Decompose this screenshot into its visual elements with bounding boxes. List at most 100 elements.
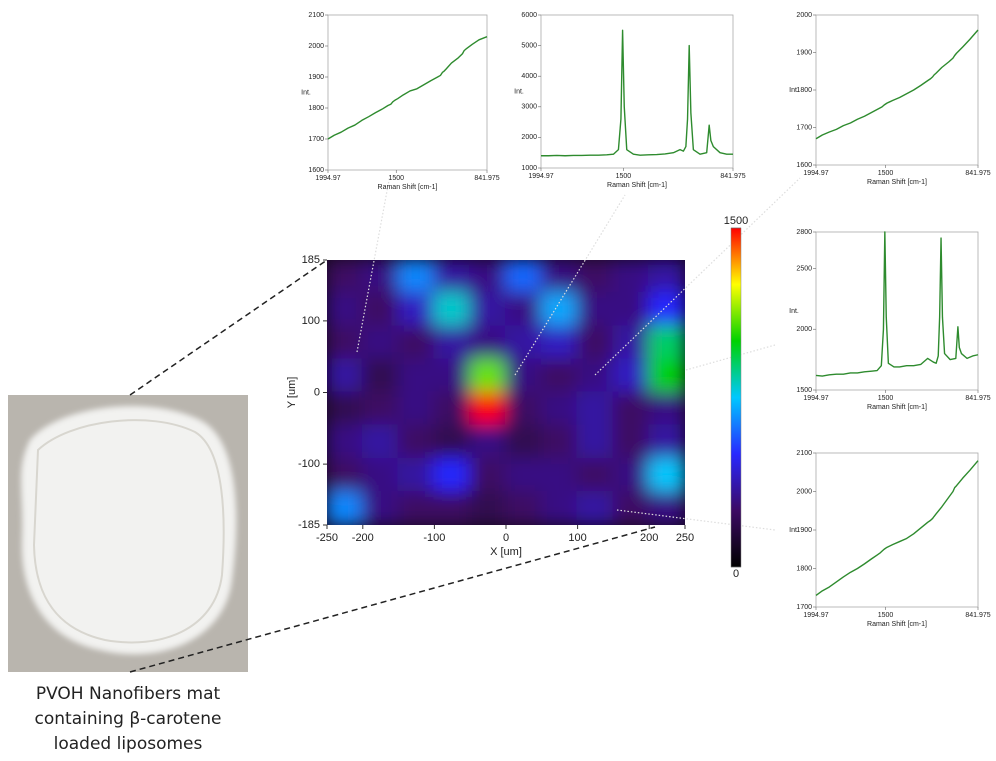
heatmap-cell [398, 491, 436, 526]
x-axis-label: X [um] [490, 546, 522, 558]
colorbar [731, 228, 741, 567]
heatmap-cell [612, 326, 650, 361]
heatmap-cell [362, 391, 400, 426]
x-tick-label: 1994.97 [803, 170, 828, 177]
heatmap-cell [326, 458, 364, 493]
heatmap-cell [577, 424, 615, 459]
heatmap-cells [326, 259, 686, 526]
heatmap-cell [612, 292, 650, 327]
plot-frame [541, 15, 733, 168]
heatmap-cell [505, 424, 543, 459]
colorbar-tick-label: 1500 [724, 215, 748, 227]
heatmap-cell [326, 292, 364, 327]
y-axis-label: Int. [789, 87, 799, 94]
y-tick-label: 5000 [521, 42, 537, 49]
caption-line: loaded liposomes [54, 734, 203, 754]
heatmap-cell [326, 391, 364, 426]
heatmap-cell [612, 259, 650, 294]
heatmap-cell [648, 424, 686, 459]
heatmap-cell [398, 259, 436, 294]
y-tick-label: 2100 [308, 12, 324, 19]
x-tick-label: 1500 [878, 612, 894, 619]
heatmap-cell [612, 391, 650, 426]
heatmap-cell [505, 259, 543, 294]
plot-frame [816, 15, 978, 165]
y-axis-label: Int. [301, 89, 311, 96]
x-axis-label: Raman Shift [cm-1] [607, 182, 667, 189]
heatmap-cell [326, 491, 364, 526]
x-axis-label: Raman Shift [cm-1] [378, 184, 438, 191]
x-tick-label: 0 [503, 532, 509, 544]
heatmap-cell [648, 326, 686, 361]
x-tick-label: 1500 [388, 175, 404, 182]
heatmap-cell [433, 326, 471, 361]
heatmap-cell [362, 491, 400, 526]
y-tick-label: 2000 [796, 488, 812, 495]
y-tick-label: 2500 [796, 265, 812, 272]
heatmap-cell [362, 424, 400, 459]
heatmap-cell [433, 458, 471, 493]
heatmap-cell [612, 358, 650, 393]
heatmap-cell [433, 358, 471, 393]
y-tick-label: 1600 [308, 167, 324, 174]
x-tick-label: -200 [352, 532, 374, 544]
x-tick-label: 100 [568, 532, 586, 544]
x-tick-label: 1994.97 [803, 395, 828, 402]
heatmap-cell [469, 358, 507, 393]
heatmap-cell [433, 491, 471, 526]
heatmap-cell [541, 358, 579, 393]
y-tick-label: 2000 [796, 326, 812, 333]
y-tick-label: 1600 [796, 162, 812, 169]
heatmap-cell [612, 491, 650, 526]
colorbar-tick-label: 0 [733, 568, 739, 580]
heatmap-cell [362, 259, 400, 294]
heatmap-cell [362, 358, 400, 393]
y-tick-label: -100 [298, 458, 320, 470]
heatmap-cell [541, 259, 579, 294]
y-tick-label: 1000 [521, 165, 537, 172]
x-tick-label: 1994.97 [803, 612, 828, 619]
y-tick-label: 100 [302, 315, 320, 327]
heatmap-cell [469, 326, 507, 361]
x-tick-label: 200 [640, 532, 658, 544]
heatmap-cell [469, 458, 507, 493]
caption-line: PVOH Nanofibers mat [36, 684, 221, 704]
heatmap-cell [505, 326, 543, 361]
heatmap-cell [577, 491, 615, 526]
y-tick-label: 2800 [796, 229, 812, 236]
y-tick-label: 1700 [796, 124, 812, 131]
x-tick-label: 841.975 [474, 175, 499, 182]
y-tick-label: 2100 [796, 450, 812, 457]
heatmap-cell [326, 259, 364, 294]
heatmap-cell [577, 326, 615, 361]
x-axis-label: Raman Shift [cm-1] [867, 404, 927, 411]
x-tick-label: 250 [676, 532, 694, 544]
x-tick-label: 841.975 [965, 395, 990, 402]
heatmap-cell [648, 458, 686, 493]
nanofiber-mat [21, 406, 236, 654]
heatmap-cell [326, 358, 364, 393]
heatmap-cell [433, 391, 471, 426]
connector [130, 260, 327, 395]
heatmap-cell [541, 326, 579, 361]
heatmap-cell [398, 458, 436, 493]
y-tick-label: 2000 [308, 43, 324, 50]
x-axis-label: Raman Shift [cm-1] [867, 621, 927, 628]
heatmap-cell [612, 458, 650, 493]
y-tick-label: 1800 [796, 565, 812, 572]
y-tick-label: 6000 [521, 12, 537, 19]
figure: PVOH Nanofibers mat containing β-caroten… [0, 0, 996, 761]
heatmap-cell [505, 491, 543, 526]
y-tick-label: 3000 [521, 104, 537, 111]
heatmap-area [326, 259, 686, 526]
heatmap-cell [433, 424, 471, 459]
heatmap-cell [577, 458, 615, 493]
heatmap-cell [398, 326, 436, 361]
heatmap-cell [505, 358, 543, 393]
heatmap-cell [577, 292, 615, 327]
y-axis-label: Int. [514, 88, 524, 95]
x-tick-label: 1994.97 [315, 175, 340, 182]
heatmap-cell [433, 259, 471, 294]
y-axis-label: Int. [789, 308, 799, 315]
heatmap-cell [326, 326, 364, 361]
